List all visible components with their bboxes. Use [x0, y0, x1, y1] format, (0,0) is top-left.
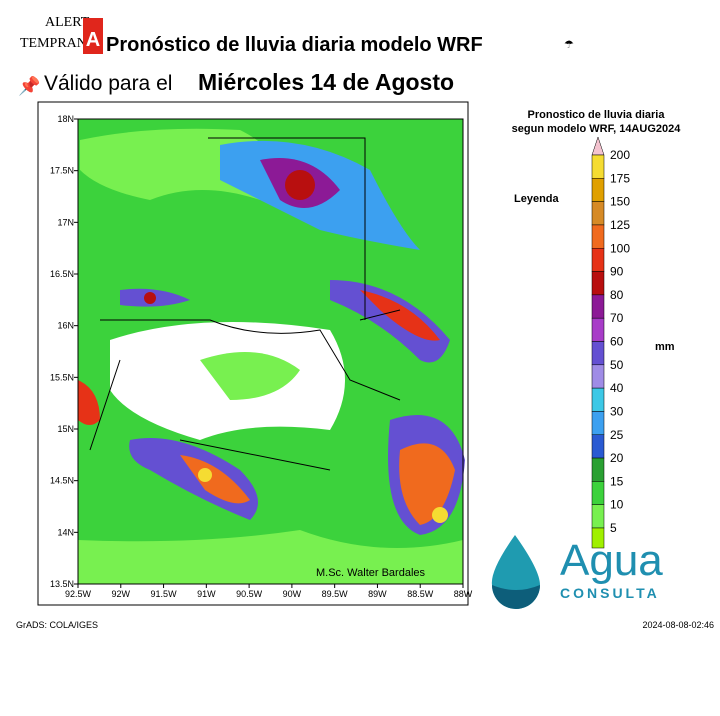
- colorbar-label: 200: [610, 148, 630, 162]
- colorbar-label: 50: [610, 358, 624, 372]
- lat-label: 16N: [57, 321, 74, 331]
- icon: ☂: [564, 39, 574, 51]
- brand-sub: CONSULTA: [560, 585, 660, 601]
- pin: 📌: [18, 75, 40, 96]
- brand-wave: [492, 585, 540, 609]
- lat-label: 17N: [57, 217, 74, 227]
- colorbar-label: 30: [610, 404, 624, 418]
- colorbar-swatch: [591, 271, 605, 296]
- colorbar-label: 100: [610, 241, 630, 255]
- colorbar-label: 150: [610, 195, 630, 209]
- lat-label: 15.5N: [50, 372, 74, 382]
- colorbar-swatch: [591, 317, 605, 342]
- lon-label: 90W: [283, 589, 302, 599]
- lat-label: 14.5N: [50, 476, 74, 486]
- lat-label: 16.5N: [50, 269, 74, 279]
- colorbar-swatch: [591, 201, 605, 226]
- map-field: [78, 119, 465, 584]
- logo-line: ALERT: [45, 15, 90, 30]
- footer-right: 2024-08-08-02:46: [642, 620, 714, 630]
- credit: M.Sc. Walter Bardales: [316, 567, 426, 579]
- colorbar-label: 20: [610, 451, 624, 465]
- colorbar-swatch: [591, 387, 605, 412]
- colorbar-label: 5: [610, 521, 617, 535]
- colorbar-label: 90: [610, 265, 624, 279]
- colorbar-swatch: [591, 154, 605, 179]
- lon-label: 88W: [454, 589, 473, 599]
- colorbar-label: 40: [610, 381, 624, 395]
- logo-line: TEMPRAN: [20, 36, 87, 51]
- colorbar-label: 10: [610, 498, 624, 512]
- colorbar-label: 25: [610, 428, 624, 442]
- colorbar-label: 60: [610, 335, 624, 349]
- colorbar-swatch: [591, 434, 605, 459]
- colorbar-label: 80: [610, 288, 624, 302]
- lon-label: 89W: [368, 589, 387, 599]
- lon-label: 90.5W: [236, 589, 263, 599]
- date: Miércoles 14 de Agosto: [198, 69, 454, 95]
- colorbar-label: 175: [610, 171, 630, 185]
- lon-label: 91.5W: [151, 589, 178, 599]
- colorbar-swatch: [591, 178, 605, 202]
- map-title: Pronostico de lluvia diaria: [528, 109, 666, 121]
- lon-label: 92W: [112, 589, 131, 599]
- colorbar-swatch: [591, 224, 605, 249]
- lat-label: 14N: [57, 527, 74, 537]
- title: Pronóstico de lluvia diaria modelo WRF: [106, 34, 483, 56]
- colorbar-swatch: [591, 411, 605, 435]
- colorbar-label: 125: [610, 218, 630, 232]
- lon-label: 88.5W: [407, 589, 434, 599]
- colorbar-swatch: [591, 294, 605, 319]
- colorbar-label: 15: [610, 474, 624, 488]
- brand-word: Agua: [560, 536, 663, 585]
- lat-label: 13.5N: [50, 579, 74, 589]
- plot-frame: [77, 118, 464, 585]
- lat-label: 17.5N: [50, 166, 74, 176]
- colorbar-swatch: [591, 364, 605, 389]
- lat-label: 18N: [57, 114, 74, 124]
- subtitle: Válido para el: [44, 72, 172, 95]
- colorbar-swatch: [591, 527, 605, 549]
- lon-label: 92.5W: [65, 589, 92, 599]
- logo-box: [83, 18, 103, 54]
- logo-letter: A: [86, 29, 100, 51]
- legend-unit: mm: [655, 341, 675, 353]
- colorbar-swatch: [591, 248, 605, 272]
- lon-label: 91W: [197, 589, 216, 599]
- footer-left: GrADS: COLA/IGES: [16, 620, 98, 630]
- colorbar-swatch: [591, 457, 605, 482]
- colorbar-swatch: [591, 481, 605, 505]
- lat-label: 15N: [57, 424, 74, 434]
- map-title: segun modelo WRF, 14AUG2024: [512, 123, 682, 135]
- lon-label: 89.5W: [322, 589, 349, 599]
- legend-title: Leyenda: [514, 193, 560, 205]
- colorbar-swatch: [591, 504, 605, 529]
- colorbar-swatch: [591, 341, 605, 366]
- colorbar-label: 70: [610, 311, 624, 325]
